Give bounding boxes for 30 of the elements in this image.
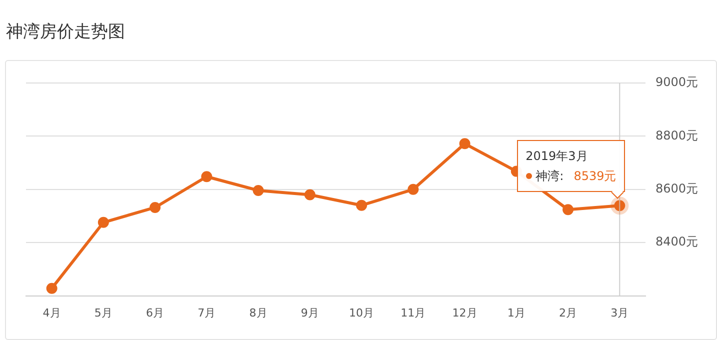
x-tick-label: 10月 [349,306,374,320]
x-tick-label: 1月 [507,306,526,320]
point [252,184,264,196]
y-tick-label: 8600元 [655,182,698,196]
x-tick-label: 9月 [300,306,319,320]
x-tick-label: 12月 [452,306,478,320]
point [459,138,470,150]
y-tick-label: 8400元 [655,234,698,249]
point [562,204,574,216]
y-tick-label: 9000元 [655,75,698,90]
point [46,282,58,294]
x-tick-label: 4月 [42,306,61,320]
point [356,200,368,211]
x-tick-label: 6月 [146,306,164,320]
x-tick-label: 5月 [94,306,112,320]
legend-label: 神湾: [536,168,564,183]
x-tick-label: 8月 [249,306,268,320]
y-tick-label: 8800元 [655,128,698,142]
annotation: 2019年3月 [526,148,589,165]
x-tick-label: 11月 [400,306,426,320]
chart-title: 神湾房价走势图 [6,21,125,43]
x-tick-label: 3月 [610,306,629,320]
point [98,216,109,228]
point [304,189,316,200]
point [201,171,212,182]
point [150,202,161,213]
x-tick-label: 7月 [198,306,216,320]
point [408,184,419,195]
data-label: 8539元 [574,168,616,183]
x-tick-label: 2月 [559,306,578,320]
